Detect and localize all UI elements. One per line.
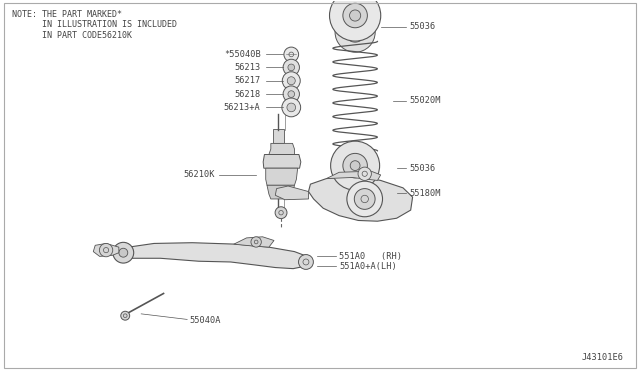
Text: 55040A: 55040A	[189, 316, 221, 325]
Ellipse shape	[358, 167, 371, 180]
Ellipse shape	[275, 207, 287, 219]
Text: 55036: 55036	[410, 22, 436, 31]
Ellipse shape	[284, 47, 299, 62]
Text: 55180M: 55180M	[410, 189, 441, 198]
Polygon shape	[267, 185, 294, 199]
Ellipse shape	[343, 3, 367, 28]
Ellipse shape	[99, 243, 113, 257]
Polygon shape	[119, 243, 310, 269]
Ellipse shape	[288, 91, 294, 97]
Polygon shape	[275, 186, 308, 200]
Text: 56213+A: 56213+A	[224, 103, 260, 112]
Ellipse shape	[343, 153, 367, 178]
Ellipse shape	[347, 181, 383, 217]
Text: 56213: 56213	[234, 63, 260, 72]
Ellipse shape	[113, 242, 134, 263]
Ellipse shape	[350, 161, 360, 170]
Text: 551A0   (RH): 551A0 (RH)	[339, 252, 402, 261]
Polygon shape	[263, 154, 301, 168]
Text: 56217: 56217	[234, 76, 260, 85]
Text: 56218: 56218	[234, 90, 260, 99]
Ellipse shape	[288, 64, 294, 71]
Ellipse shape	[121, 311, 130, 320]
Polygon shape	[326, 171, 381, 180]
Polygon shape	[269, 143, 294, 154]
Text: *55040B: *55040B	[224, 50, 260, 59]
Polygon shape	[308, 177, 413, 221]
Ellipse shape	[119, 248, 128, 257]
Ellipse shape	[298, 254, 314, 269]
Text: 55020M: 55020M	[410, 96, 441, 105]
Text: NOTE: THE PART MARKED*
      IN ILLUSTRATION IS INCLUDED
      IN PART CODE56210: NOTE: THE PART MARKED* IN ILLUSTRATION I…	[12, 10, 177, 40]
Ellipse shape	[283, 86, 300, 102]
Text: 55036: 55036	[410, 164, 436, 173]
Ellipse shape	[282, 72, 300, 90]
Ellipse shape	[345, 22, 365, 42]
Text: 56210K: 56210K	[183, 170, 214, 179]
Text: J43101E6: J43101E6	[581, 353, 623, 362]
Ellipse shape	[282, 98, 301, 117]
Ellipse shape	[355, 189, 375, 209]
Ellipse shape	[287, 77, 295, 85]
Ellipse shape	[283, 59, 300, 76]
Polygon shape	[93, 243, 119, 256]
Ellipse shape	[335, 12, 375, 52]
Ellipse shape	[349, 10, 361, 21]
Text: 551A0+A(LH): 551A0+A(LH)	[339, 262, 397, 271]
Ellipse shape	[287, 103, 296, 112]
FancyBboxPatch shape	[273, 129, 284, 143]
Polygon shape	[266, 168, 298, 185]
Polygon shape	[234, 237, 274, 247]
Ellipse shape	[251, 237, 261, 247]
Ellipse shape	[330, 0, 381, 41]
Ellipse shape	[331, 141, 380, 190]
